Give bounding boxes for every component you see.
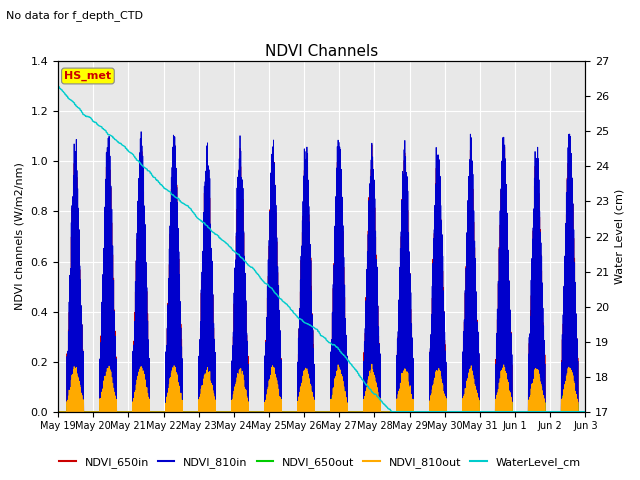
NDVI_650in: [500, 356, 508, 361]
Line: NDVI_650in: NDVI_650in: [58, 145, 586, 412]
NDVI_810in: [101, 409, 109, 415]
WaterLevel_cm: [200, 220, 207, 226]
NDVI_810in: [500, 356, 508, 361]
NDVI_650out: [462, 393, 470, 398]
NDVI_810out: [236, 409, 244, 415]
NDVI_650out: [500, 409, 508, 415]
Text: HS_met: HS_met: [65, 71, 111, 81]
NDVI_810out: [582, 409, 589, 415]
Legend: NDVI_650in, NDVI_810in, NDVI_650out, NDVI_810out, WaterLevel_cm: NDVI_650in, NDVI_810in, NDVI_650out, NDV…: [54, 452, 586, 472]
Y-axis label: Water Level (cm): Water Level (cm): [615, 189, 625, 284]
WaterLevel_cm: [101, 127, 109, 133]
NDVI_650out: [566, 372, 574, 378]
NDVI_650out: [582, 409, 589, 415]
NDVI_650in: [236, 409, 244, 415]
Line: WaterLevel_cm: WaterLevel_cm: [58, 86, 586, 412]
Line: NDVI_650out: NDVI_650out: [58, 375, 586, 412]
Line: NDVI_810in: NDVI_810in: [58, 132, 586, 412]
NDVI_650out: [54, 409, 62, 415]
NDVI_810out: [368, 361, 376, 367]
WaterLevel_cm: [236, 253, 244, 259]
NDVI_650in: [462, 327, 470, 333]
NDVI_810out: [101, 409, 109, 415]
WaterLevel_cm: [500, 409, 508, 415]
WaterLevel_cm: [536, 409, 544, 415]
Title: NDVI Channels: NDVI Channels: [265, 44, 378, 59]
Text: No data for f_depth_CTD: No data for f_depth_CTD: [6, 10, 143, 21]
NDVI_650in: [101, 409, 109, 415]
Line: NDVI_810out: NDVI_810out: [58, 364, 586, 412]
WaterLevel_cm: [54, 84, 62, 89]
NDVI_810in: [200, 312, 207, 318]
WaterLevel_cm: [54, 84, 62, 89]
WaterLevel_cm: [582, 409, 589, 415]
NDVI_810in: [462, 328, 470, 334]
NDVI_810out: [500, 400, 508, 406]
NDVI_650in: [200, 357, 207, 363]
WaterLevel_cm: [388, 409, 396, 415]
WaterLevel_cm: [462, 409, 470, 415]
NDVI_810in: [582, 409, 589, 415]
NDVI_810out: [462, 396, 470, 401]
Y-axis label: NDVI channels (W/m2/nm): NDVI channels (W/m2/nm): [15, 163, 25, 311]
NDVI_810in: [138, 129, 145, 134]
NDVI_650out: [236, 409, 244, 415]
NDVI_650out: [536, 397, 544, 403]
NDVI_810in: [236, 409, 244, 415]
NDVI_810in: [536, 354, 544, 360]
NDVI_650out: [101, 409, 109, 415]
NDVI_650in: [582, 409, 589, 415]
NDVI_650in: [54, 409, 62, 415]
NDVI_650out: [200, 403, 207, 408]
NDVI_650in: [536, 353, 544, 359]
NDVI_810out: [54, 409, 62, 415]
NDVI_810out: [200, 400, 207, 406]
NDVI_810out: [536, 400, 544, 406]
NDVI_810in: [54, 409, 62, 415]
NDVI_650in: [368, 142, 376, 148]
